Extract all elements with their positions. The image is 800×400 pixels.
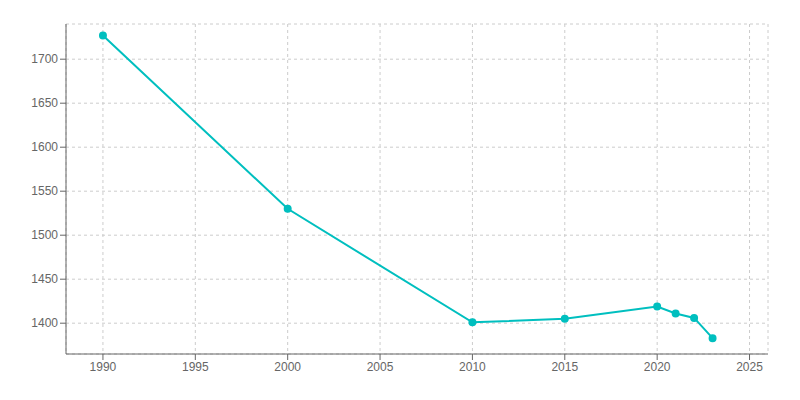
svg-text:1995: 1995 [182,360,209,374]
svg-text:2015: 2015 [551,360,578,374]
svg-text:1650: 1650 [31,96,58,110]
svg-text:1550: 1550 [31,184,58,198]
svg-text:1990: 1990 [90,360,117,374]
svg-text:1600: 1600 [31,140,58,154]
svg-text:2025: 2025 [736,360,763,374]
svg-text:2020: 2020 [644,360,671,374]
svg-text:2000: 2000 [274,360,301,374]
svg-text:2010: 2010 [459,360,486,374]
svg-text:1500: 1500 [31,228,58,242]
svg-text:2005: 2005 [367,360,394,374]
svg-text:1400: 1400 [31,316,58,330]
svg-text:1450: 1450 [31,272,58,286]
svg-text:1700: 1700 [31,52,58,66]
